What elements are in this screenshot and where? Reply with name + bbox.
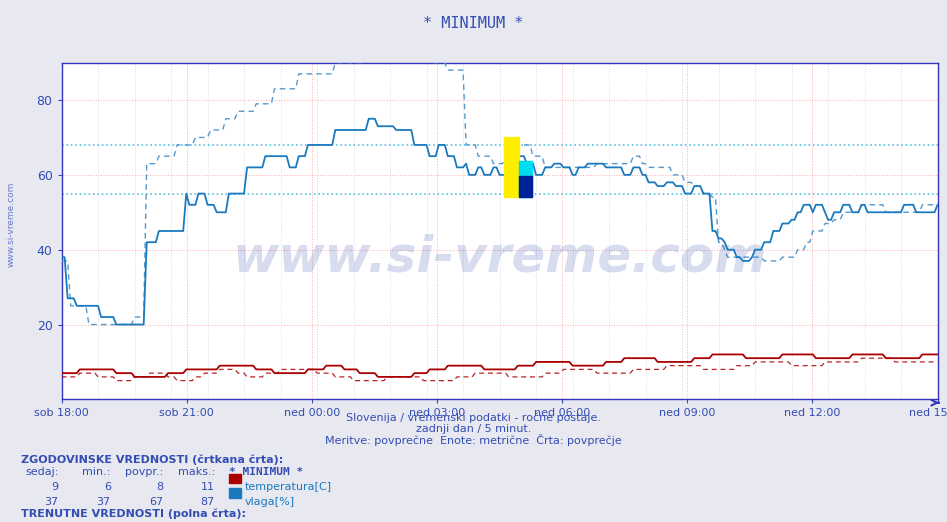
Text: maks.:: maks.:	[178, 467, 215, 477]
Text: 37: 37	[97, 496, 111, 506]
Text: * MINIMUM *: * MINIMUM *	[423, 16, 524, 31]
Text: temperatura[C]: temperatura[C]	[244, 482, 331, 492]
Text: ZGODOVINSKE VREDNOSTI (črtkana črta):: ZGODOVINSKE VREDNOSTI (črtkana črta):	[21, 454, 283, 465]
Text: 67: 67	[149, 496, 163, 506]
Text: povpr.:: povpr.:	[125, 467, 163, 477]
Text: * MINIMUM *: * MINIMUM *	[229, 467, 303, 477]
Bar	[504, 137, 519, 197]
Text: Meritve: povprečne  Enote: metrične  Črta: povprečje: Meritve: povprečne Enote: metrične Črta:…	[325, 434, 622, 445]
Bar	[519, 176, 532, 197]
Text: www.si-vreme.com: www.si-vreme.com	[232, 234, 767, 282]
Text: www.si-vreme.com: www.si-vreme.com	[7, 182, 16, 267]
Text: vlaga[%]: vlaga[%]	[244, 496, 295, 506]
Text: 37: 37	[45, 496, 59, 506]
Text: 11: 11	[201, 482, 215, 492]
Text: Slovenija / vremenski podatki - ročne postaje.: Slovenija / vremenski podatki - ročne po…	[346, 412, 601, 423]
Text: 8: 8	[155, 482, 163, 492]
Text: 87: 87	[201, 496, 215, 506]
Text: TRENUTNE VREDNOSTI (polna črta):: TRENUTNE VREDNOSTI (polna črta):	[21, 508, 246, 519]
Bar	[519, 161, 532, 197]
Text: min.:: min.:	[82, 467, 111, 477]
Text: sedaj:: sedaj:	[26, 467, 59, 477]
Text: zadnji dan / 5 minut.: zadnji dan / 5 minut.	[416, 424, 531, 434]
Text: 6: 6	[104, 482, 111, 492]
Text: 9: 9	[51, 482, 59, 492]
